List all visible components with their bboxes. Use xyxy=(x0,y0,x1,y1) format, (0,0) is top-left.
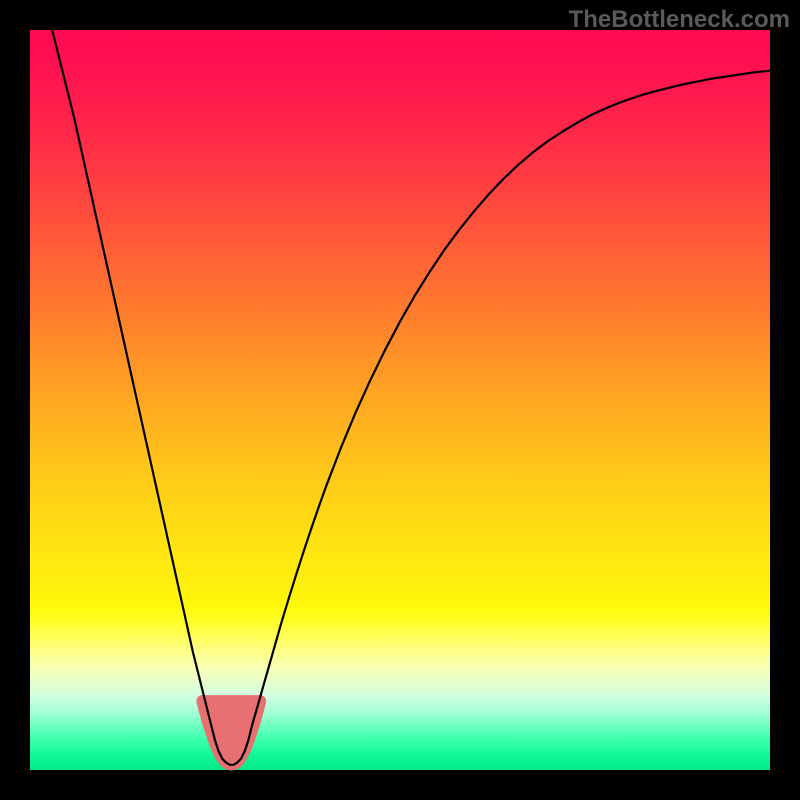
watermark-text: TheBottleneck.com xyxy=(569,6,790,34)
bottleneck-chart xyxy=(0,0,800,800)
chart-container: TheBottleneck.com xyxy=(0,0,800,800)
chart-plot-area xyxy=(30,30,770,770)
